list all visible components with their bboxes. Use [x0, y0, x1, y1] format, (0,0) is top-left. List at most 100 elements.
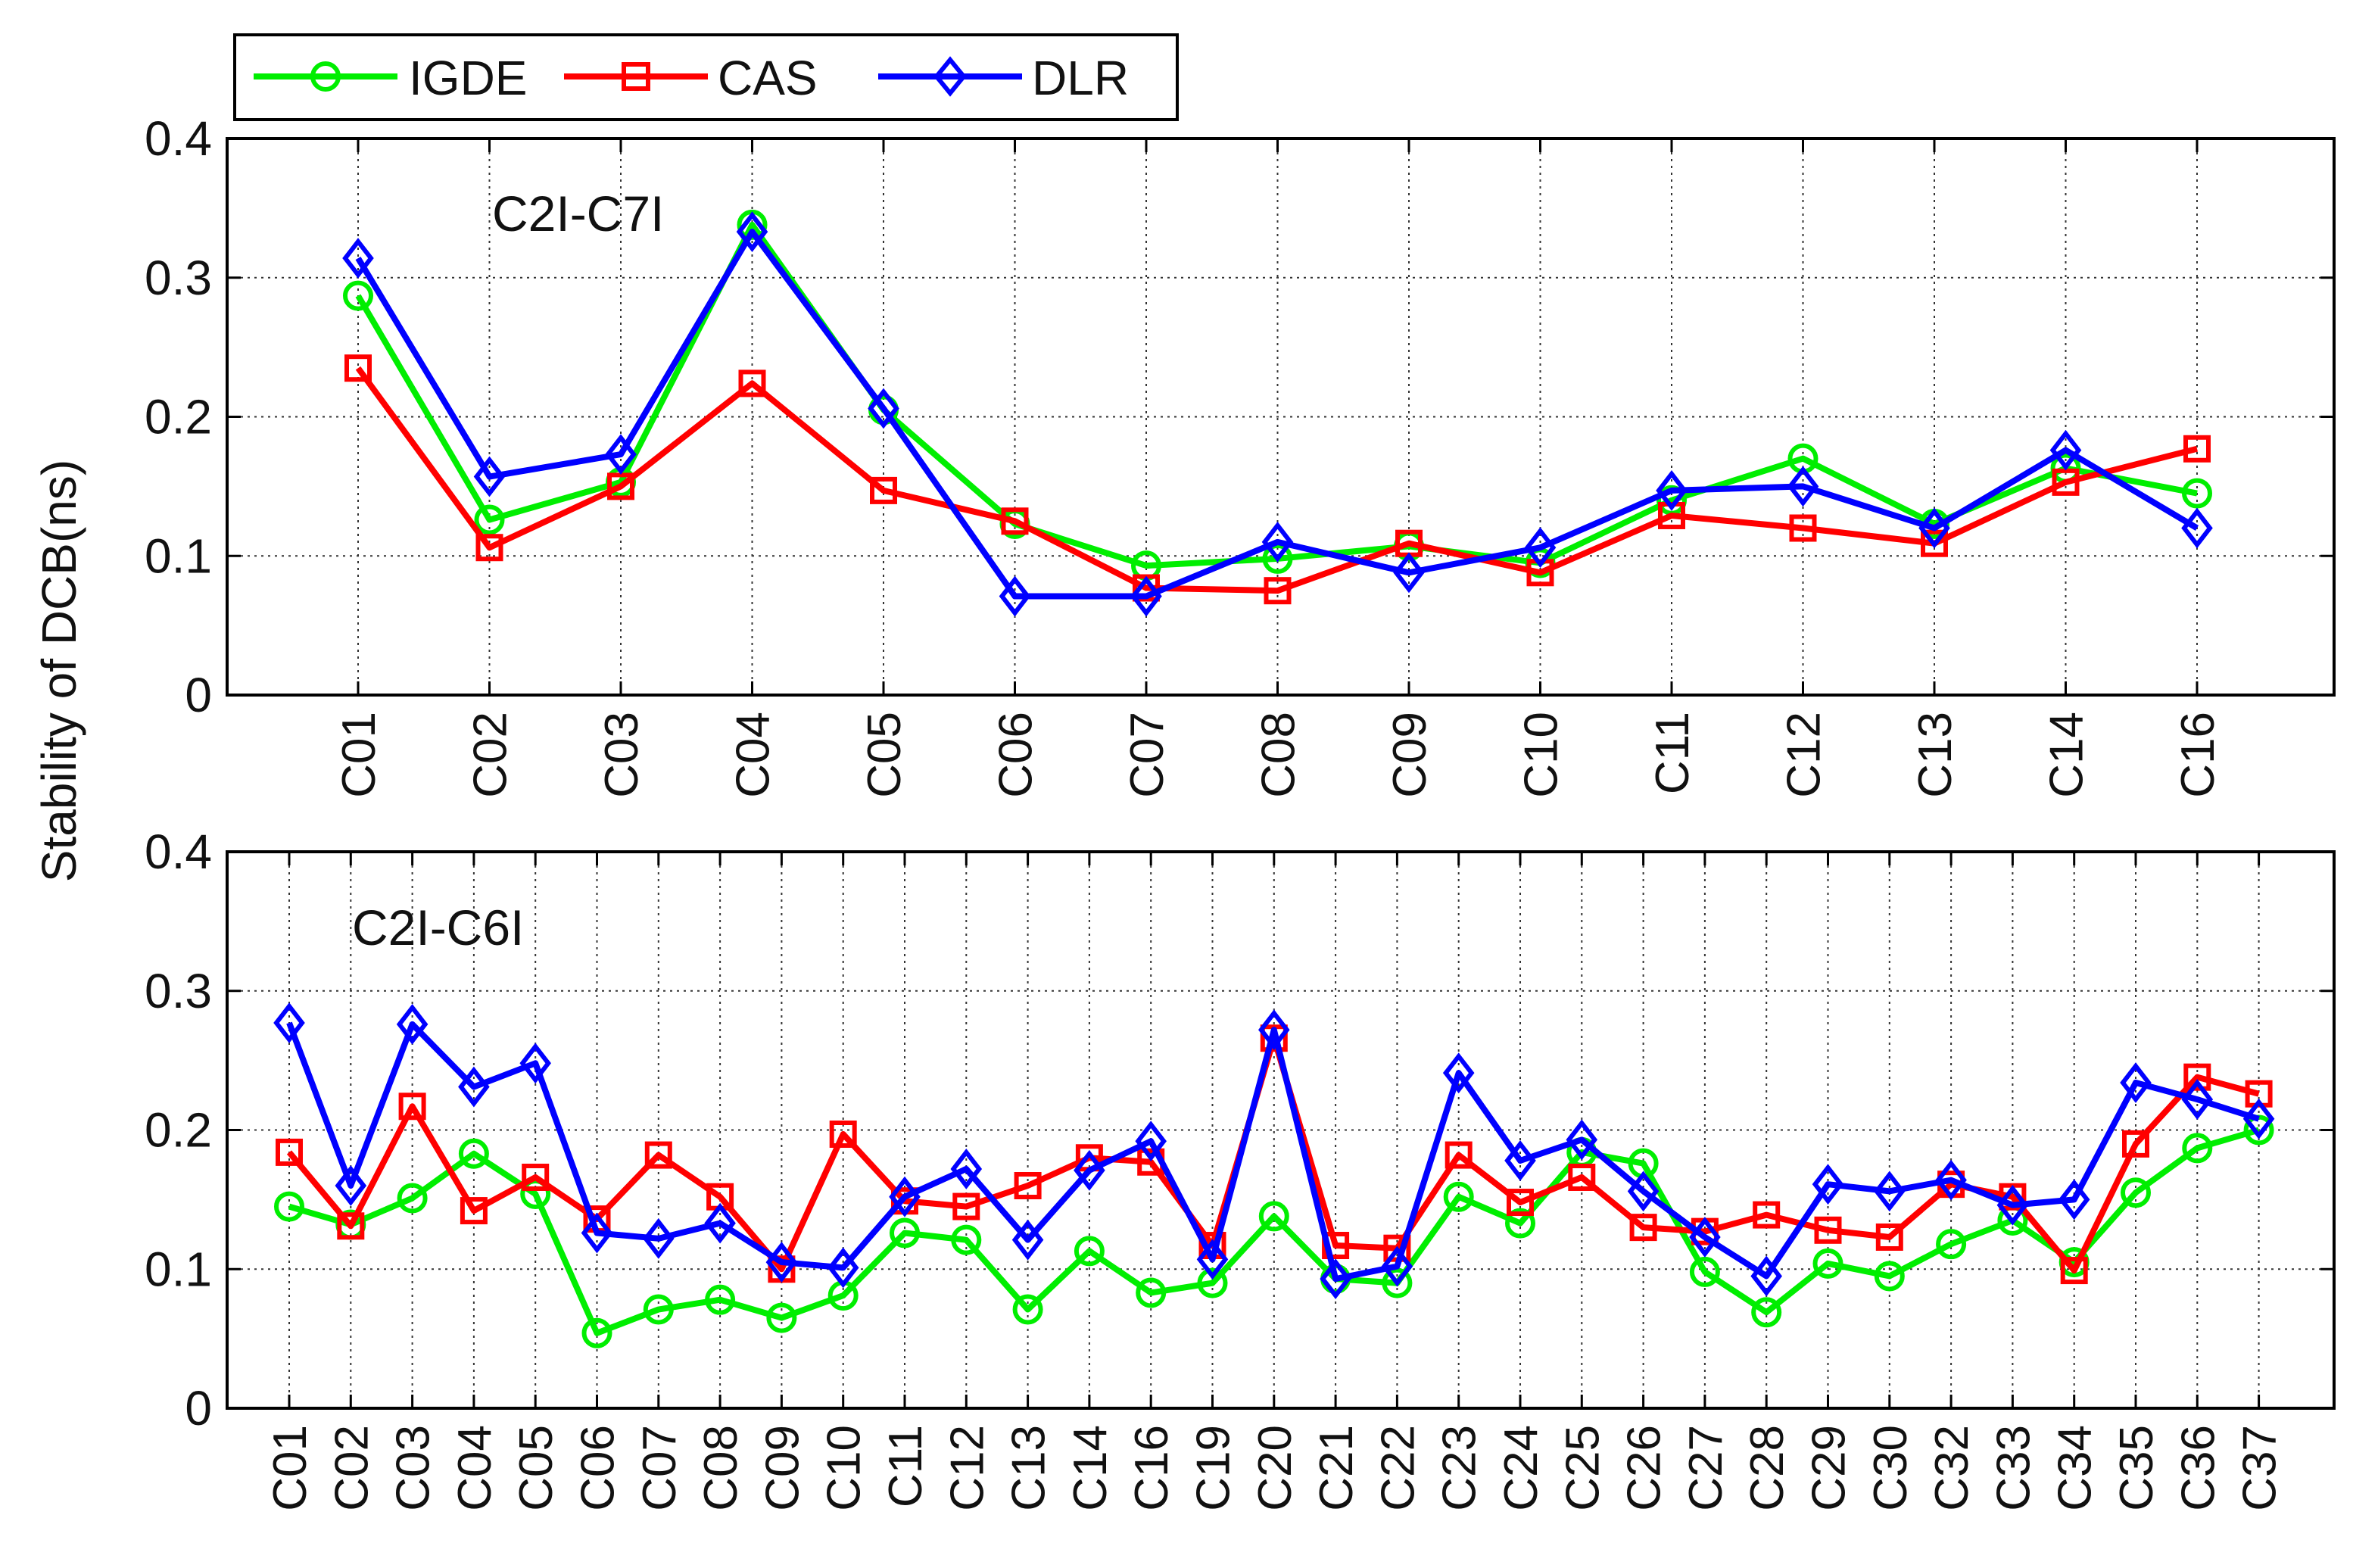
point-dlr-c10	[1524, 527, 1557, 569]
point-cas-c35	[2122, 1130, 2149, 1158]
point-dlr-c02	[473, 456, 506, 497]
point-igde-c05	[520, 1179, 551, 1210]
point-dlr-c14	[2049, 429, 2082, 471]
point-cas-c01	[344, 354, 372, 382]
point-igde-c14	[1074, 1236, 1105, 1267]
point-igde-c35	[2121, 1177, 2151, 1208]
point-cas-c01	[276, 1138, 303, 1166]
point-dlr-c26	[1627, 1171, 1660, 1212]
x-tick-label-c25: C25	[1557, 1425, 1609, 1511]
point-cas-c12	[952, 1192, 980, 1220]
point-cas-c12	[1789, 514, 1817, 542]
point-dlr-c30	[1874, 1171, 1906, 1212]
x-tick-label-c10: C10	[1516, 712, 1568, 798]
point-igde-c02	[474, 504, 505, 535]
series-dlr	[342, 211, 2213, 617]
point-igde-c22	[1382, 1267, 1413, 1298]
x-tick-label-c05: C05	[510, 1425, 563, 1511]
point-dlr-c32	[1935, 1159, 1967, 1201]
x-tick-label-c29: C29	[1803, 1425, 1856, 1511]
x-tick-label-c04: C04	[728, 712, 780, 798]
point-dlr-c35	[2120, 1062, 2152, 1103]
x-tick-label-c03: C03	[596, 712, 648, 798]
point-dlr-c09	[765, 1242, 798, 1283]
point-igde-c19	[1197, 1267, 1228, 1298]
legend-entry-igde: IGDE	[254, 51, 527, 105]
x-tick-label-c09: C09	[1384, 712, 1436, 798]
point-cas-c16	[2183, 435, 2211, 463]
x-tick-label-c06: C06	[572, 1425, 625, 1511]
point-cas-c29	[1814, 1216, 1842, 1244]
x-tick-label-c21: C21	[1311, 1425, 1363, 1511]
point-dlr-c05	[519, 1043, 551, 1084]
legend-marker-igde	[310, 61, 341, 92]
point-cas-c06	[1001, 507, 1029, 535]
point-cas-c03	[398, 1093, 426, 1121]
point-dlr-c07	[1130, 575, 1162, 617]
panel-bottom-c2i-c6i: 0 0.1 0.2 0.3 0.4 C01 C02 C03 C04 C05 C06 C07 C08 C09…	[145, 825, 2336, 1511]
x-tick-label-c27: C27	[1680, 1425, 1732, 1511]
point-dlr-c11	[889, 1176, 921, 1217]
x-tick-label-c33: C33	[1987, 1425, 2040, 1511]
x-tick-label-c07: C07	[634, 1425, 686, 1511]
x-tick-label-c14: C14	[1064, 1425, 1117, 1511]
x-tick-label-c11: C11	[880, 1425, 932, 1507]
point-dlr-c16	[1135, 1121, 1167, 1162]
panel-top-c2i-c7i: 0 0.1 0.2 0.3 0.4 C01 C02 C03 C04 C05 C06 C07 C08 C09…	[145, 111, 2336, 798]
x-tick-label-c16: C16	[2172, 712, 2224, 798]
point-dlr-c09	[1393, 552, 1425, 594]
point-dlr-c03	[396, 1003, 429, 1045]
point-dlr-c03	[605, 434, 637, 475]
point-cas-c10	[829, 1121, 857, 1149]
point-cas-c05	[522, 1163, 550, 1191]
x-tick-label-c26: C26	[1619, 1425, 1671, 1511]
y-tick-label: 0.4	[145, 825, 212, 879]
y-tick-label: 0	[185, 668, 212, 722]
x-tick-label-c02: C02	[326, 1425, 378, 1511]
point-igde-c06	[581, 1317, 612, 1348]
point-igde-c36	[2182, 1133, 2213, 1164]
series-dlr	[273, 1002, 2275, 1300]
point-dlr-c13	[1918, 507, 1950, 549]
y-tick-label: 0.2	[145, 390, 212, 444]
point-dlr-c04	[736, 211, 768, 253]
point-dlr-c24	[1504, 1140, 1536, 1181]
point-dlr-c05	[868, 388, 899, 429]
point-cas-c04	[460, 1197, 488, 1225]
point-igde-c13	[1012, 1294, 1043, 1325]
legend-label-cas: CAS	[718, 51, 818, 105]
point-dlr-c21	[1320, 1258, 1351, 1300]
point-dlr-c01	[273, 1002, 305, 1043]
x-tick-label-c06: C06	[990, 712, 1042, 798]
point-dlr-c01	[342, 238, 374, 279]
point-dlr-c08	[704, 1202, 736, 1244]
point-igde-c12	[951, 1224, 982, 1255]
x-tick-label-c34: C34	[2049, 1425, 2102, 1511]
point-cas-c03	[607, 472, 634, 500]
y-tick-label: 0.4	[145, 111, 212, 166]
point-igde-c08	[705, 1284, 736, 1315]
point-igde-c32	[1936, 1229, 1967, 1260]
axes-frame	[226, 137, 2336, 697]
x-tick-label-c05: C05	[859, 712, 911, 798]
x-tick-label-c36: C36	[2172, 1425, 2224, 1511]
x-tick-label-c11: C11	[1647, 712, 1699, 794]
point-dlr-c23	[1442, 1052, 1475, 1094]
legend-marker-dlr	[933, 56, 967, 97]
x-tick-label-c10: C10	[818, 1425, 871, 1511]
x-tick-label-c01: C01	[333, 712, 385, 798]
x-tick-label-c02: C02	[465, 712, 517, 798]
point-dlr-c22	[1381, 1245, 1413, 1287]
series-line-cas	[355, 366, 2198, 594]
point-cas-c08	[1264, 577, 1292, 605]
point-dlr-c28	[1750, 1255, 1782, 1297]
point-cas-c07	[644, 1141, 672, 1169]
y-tick-label: 0.3	[145, 964, 212, 1018]
y-tick-label: 0	[185, 1381, 212, 1436]
point-dlr-c13	[1011, 1219, 1044, 1261]
point-igde-c24	[1505, 1208, 1535, 1239]
point-cas-c05	[870, 476, 897, 504]
point-dlr-c20	[1258, 1009, 1290, 1051]
x-tick-label-c08: C08	[695, 1425, 747, 1511]
